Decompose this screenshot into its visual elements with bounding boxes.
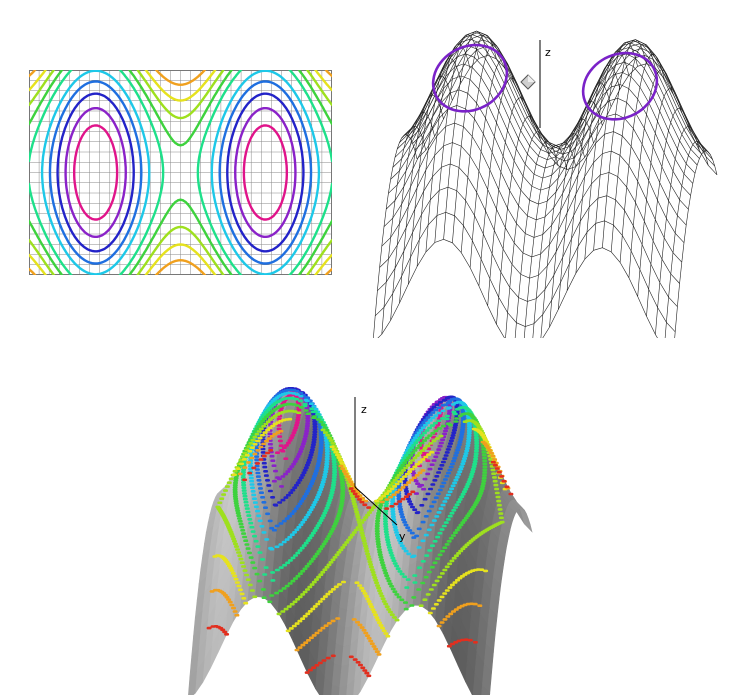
contour-line-6 xyxy=(29,70,332,275)
surface-contour-11 xyxy=(206,449,514,678)
contour-line-4 xyxy=(48,80,313,265)
wire-contour-ring-left xyxy=(431,43,509,113)
contour-line-9 xyxy=(29,70,332,275)
wire-contour-ring-right xyxy=(581,51,659,121)
contour-plot xyxy=(29,70,332,275)
wireframe-surface-plot: z xyxy=(360,18,730,338)
y-axis-label: y xyxy=(399,530,406,543)
z-axis-label: z xyxy=(545,46,551,59)
contour-plot-canvas xyxy=(29,70,332,275)
surface-contour-8 xyxy=(215,409,505,622)
contour-line-3 xyxy=(56,92,305,253)
contour-line-10 xyxy=(29,70,332,275)
surface-contour-4 xyxy=(254,388,466,539)
wire-mesh xyxy=(373,30,718,338)
contour-line-8 xyxy=(29,70,332,275)
surface-contour-7 xyxy=(232,402,488,611)
rotation-handle-icon[interactable] xyxy=(520,74,536,90)
wireframe-canvas: z xyxy=(373,30,718,338)
y-axis-line xyxy=(354,486,398,526)
contour-line-1 xyxy=(73,124,288,221)
contour-line-7 xyxy=(29,70,332,275)
contour-line-2 xyxy=(64,107,297,238)
surface-canvas: zy xyxy=(188,387,533,695)
z-axis-label: z xyxy=(361,403,367,416)
contour-line-5 xyxy=(40,70,321,275)
